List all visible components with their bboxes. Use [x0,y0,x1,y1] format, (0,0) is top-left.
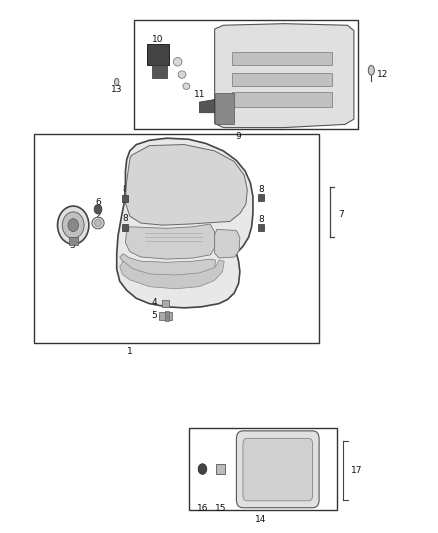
Polygon shape [215,229,240,258]
Text: 4: 4 [152,298,157,307]
Bar [147,44,169,65]
Bar [232,73,332,86]
Text: 14: 14 [254,515,266,524]
Text: 5: 5 [152,311,158,320]
Text: 8: 8 [122,214,128,223]
Text: 8: 8 [122,185,128,194]
Bar [215,93,234,124]
Text: 12: 12 [377,70,389,79]
Polygon shape [120,260,224,289]
Polygon shape [120,254,215,279]
Text: 8: 8 [258,185,264,194]
Circle shape [62,212,84,238]
Bar [165,311,169,320]
Ellipse shape [183,83,190,90]
Text: 11: 11 [194,90,205,99]
Text: 9: 9 [236,132,241,141]
Text: 17: 17 [351,466,362,475]
Bar [152,65,167,78]
Circle shape [68,219,78,231]
FancyBboxPatch shape [237,431,319,508]
FancyBboxPatch shape [243,438,313,501]
Bar [215,464,225,474]
Bar [258,224,264,231]
Bar [232,52,332,65]
Polygon shape [125,224,215,259]
Text: 15: 15 [215,504,226,513]
Polygon shape [117,138,253,308]
Polygon shape [215,23,354,127]
Bar [258,194,264,201]
Bar [232,92,332,108]
Text: 8: 8 [258,215,264,224]
Circle shape [198,464,207,474]
Polygon shape [125,144,247,225]
Text: 13: 13 [111,85,123,94]
Ellipse shape [115,78,119,86]
Text: 3: 3 [69,241,75,250]
Bar [134,20,358,128]
Circle shape [94,205,102,214]
Ellipse shape [92,217,104,229]
Bar [188,428,336,511]
Text: 6: 6 [95,198,101,207]
Ellipse shape [95,220,102,227]
Bar [69,237,78,245]
Text: 2: 2 [95,211,101,220]
Bar [122,224,128,231]
Circle shape [57,206,89,244]
Ellipse shape [173,58,182,66]
Bar [122,195,128,202]
Polygon shape [199,100,215,113]
Ellipse shape [178,71,186,78]
Text: 10: 10 [152,35,164,44]
Text: 7: 7 [338,210,344,219]
Text: 16: 16 [197,504,208,513]
Bar [34,134,319,343]
Text: 1: 1 [127,347,133,356]
Bar [159,312,172,319]
Ellipse shape [368,66,374,75]
Bar [162,300,170,308]
